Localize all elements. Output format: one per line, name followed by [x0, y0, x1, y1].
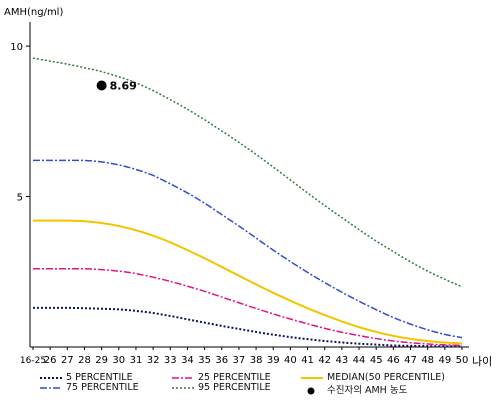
x-axis-label: 나이 [472, 355, 492, 368]
legend-label: MEDIAN(50 PERCENTILE) [327, 372, 445, 383]
x-tick-label: 27 [61, 355, 74, 366]
series-line-5-percentile [32, 306, 463, 348]
x-tick-label: 33 [164, 355, 177, 366]
x-tick-label: 45 [370, 355, 383, 366]
x-tick-label: 44 [353, 355, 366, 366]
series-line-25-percentile [33, 267, 463, 347]
legend-label: 25 PERCENTILE [198, 372, 271, 383]
legend-line-icon [40, 387, 62, 389]
series-line-95-percentile [32, 57, 463, 288]
legend-label: 수진자의 AMH 농도 [327, 385, 408, 396]
x-tick-label: 43 [336, 355, 349, 366]
x-tick-label: 30 [112, 355, 125, 366]
x-tick-label: 48 [421, 355, 434, 366]
x-tick-label: 50 [456, 355, 469, 366]
x-tick-label: 39 [267, 355, 280, 366]
y-tick-label: 10 [10, 42, 23, 53]
x-tick-label: 26 [44, 355, 57, 366]
y-tick-label: 5 [17, 193, 23, 204]
x-tick-label: 40 [284, 355, 297, 366]
y-axis-label: AMH(ng/ml) [4, 7, 63, 18]
x-tick-label: 42 [318, 355, 331, 366]
x-tick-label: 34 [181, 355, 194, 366]
legend-label: 75 PERCENTILE [66, 382, 139, 393]
legend-line-icon [301, 377, 323, 379]
patient-point-group: 8.69 [96, 79, 137, 92]
series-lines [32, 57, 463, 348]
x-tick-label: 35 [198, 355, 211, 366]
x-tick-label: 31 [130, 355, 143, 366]
legend-dot-icon [307, 387, 315, 395]
x-tick-label: 16-25 [20, 356, 46, 366]
x-tick-label: 49 [438, 355, 451, 366]
patient-amh-point [96, 80, 107, 91]
y-ticks: 5 10 [10, 42, 30, 204]
x-tick-label: 38 [250, 355, 263, 366]
x-tick-label: 47 [404, 355, 417, 366]
x-tick-label: 28 [78, 355, 91, 366]
legend-line-icon [172, 387, 194, 389]
x-tick-label: 37 [233, 355, 246, 366]
x-tick-label: 29 [95, 355, 108, 366]
legend-label: 95 PERCENTILE [198, 382, 271, 393]
x-tick-label: 46 [387, 355, 400, 366]
legend-line-icon [172, 377, 194, 379]
legend-label: 5 PERCENTILE [66, 372, 133, 383]
x-tick-label: 41 [301, 355, 314, 366]
x-tick-label: 36 [215, 355, 228, 366]
series-line-75-percentile [33, 159, 463, 339]
x-tick-label: 32 [147, 355, 160, 366]
patient-amh-value-label: 8.69 [110, 79, 137, 92]
series-line-median-50-percentile [32, 219, 463, 345]
